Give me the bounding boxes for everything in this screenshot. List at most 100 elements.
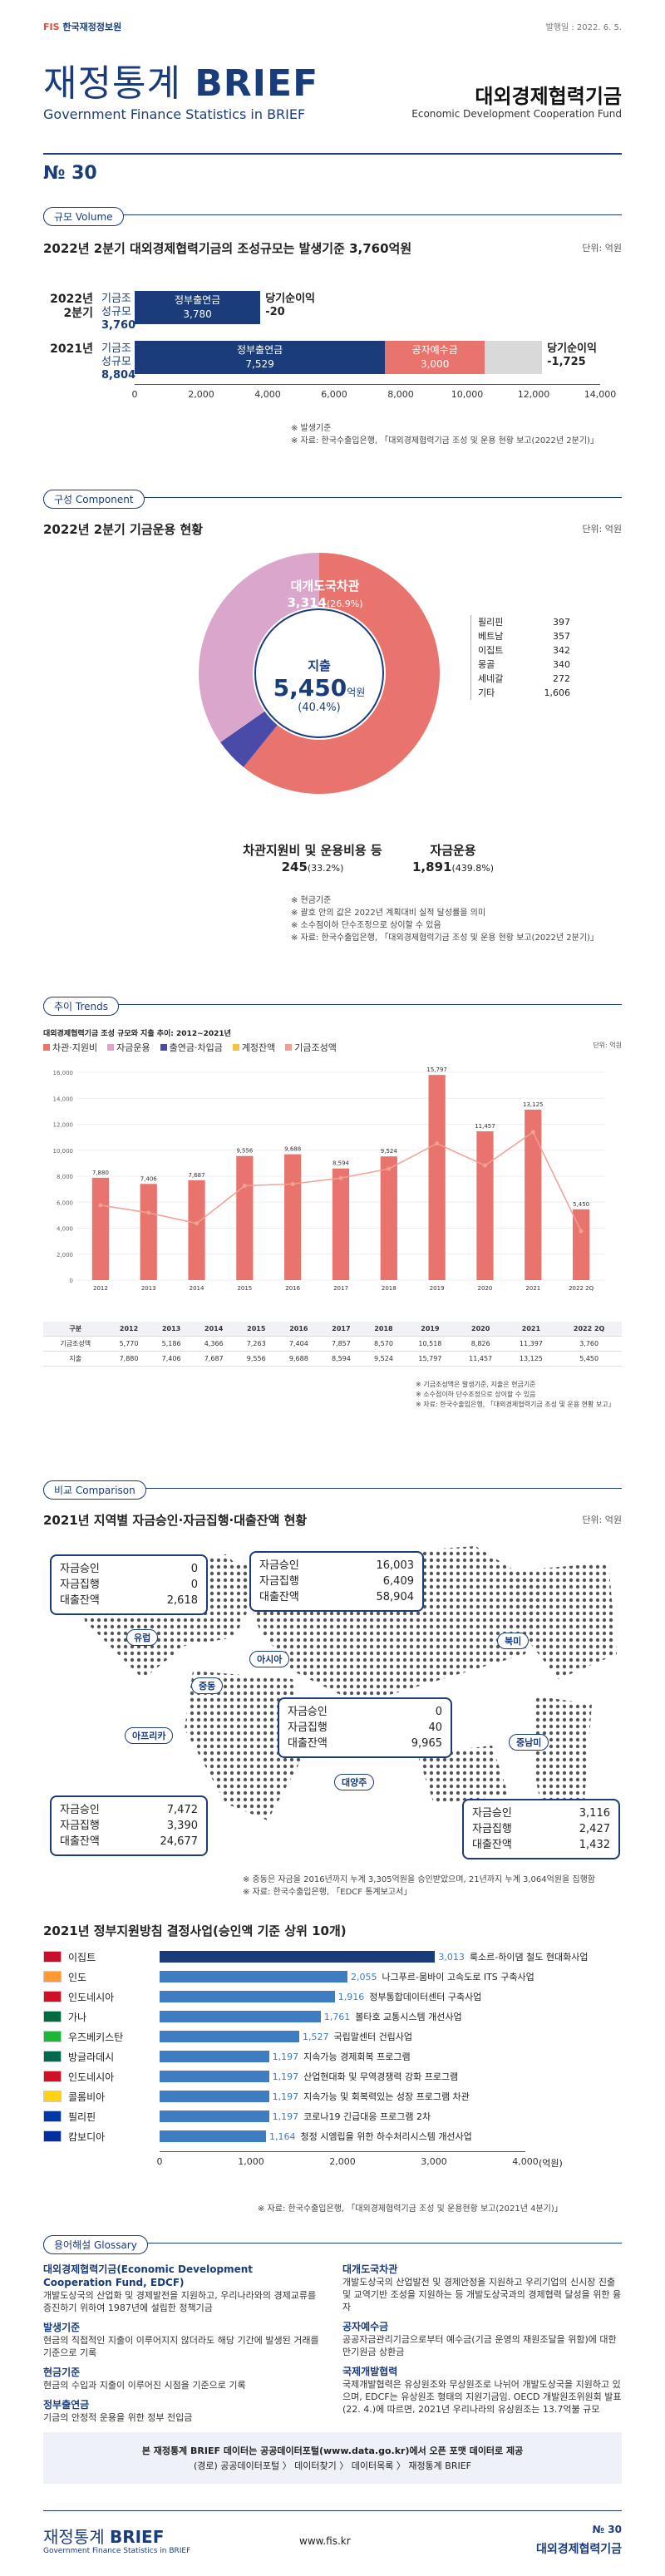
- net-label: 당기순이익: [547, 342, 597, 355]
- metric-name: 자금승인: [472, 1807, 512, 1820]
- donut-center-unit: 억원: [347, 687, 366, 698]
- axis-tick-label: 4,000: [512, 2156, 539, 2167]
- slice-value: 245: [281, 859, 308, 874]
- flag-icon: [43, 1971, 62, 1982]
- top10-project: 코로나19 긴급대응 프로그램 2차: [303, 2111, 431, 2122]
- region-box-middle-east: 자금승인 0 자금집행 40 대출잔액 9,965: [278, 1697, 452, 1758]
- segment-label: 정부출연금: [174, 294, 221, 306]
- note-top10: ※ 자료: 한국수출입은행, 「대외경제협력기금 조성 및 운용현황 보고(20…: [258, 2204, 563, 2214]
- breakdown-country: 몽골: [478, 659, 495, 670]
- metric-value: 24,677: [160, 1835, 199, 1848]
- trend-point: [387, 1166, 392, 1171]
- notice-line: (경로) 공공데이터포털 〉 데이터찾기 〉 데이터목록 〉 재정통계 BRIE…: [193, 2460, 472, 2471]
- bar-value-label: 9,524: [381, 1148, 398, 1155]
- flag-icon: [43, 2011, 62, 2022]
- unit-label: 단위: 억원: [593, 1042, 622, 1049]
- net-label: 당기순이익: [265, 293, 315, 305]
- section-title: 2021년 지역별 자금승인·자금집행·대출잔액 현황: [43, 1513, 308, 1528]
- table-header-cell: 2020: [455, 1322, 506, 1337]
- breakdown-value: 272: [553, 673, 570, 684]
- table-row: 기금조성액 5,770 5,186 4,366 7,263 7,404 7,857 8,570…: [43, 1336, 622, 1352]
- table-row: 지출 7,880 7,406 7,687 9,556 9,688 8,594 9,524 15,…: [43, 1351, 622, 1367]
- slice-value: 1,891: [412, 859, 452, 874]
- region-label-oceania: 대양주: [334, 1774, 375, 1790]
- metric-value: 1,432: [579, 1839, 610, 1851]
- table-header-cell: 2017: [319, 1322, 362, 1337]
- footer-url[interactable]: www.fis.kr: [299, 2535, 351, 2547]
- volume-bar-segment: 공자예수금 3,000: [385, 341, 485, 374]
- open-data-notice: 본 재정통계 BRIEF 데이터는 공공데이터포털(www.data.go.kr…: [43, 2432, 622, 2484]
- legend-swatch: [43, 1044, 50, 1051]
- legend-item: 출연금·차입금: [160, 1041, 223, 1054]
- breakdown-row: 몽골 340: [478, 658, 570, 672]
- axis-tick-label: 6,000: [321, 389, 347, 400]
- section-pill-comparison: 비교 Comparison: [43, 1480, 146, 1500]
- footer-brand: 재정통계 BRIEF: [43, 2527, 165, 2547]
- flag-icon: [43, 1951, 62, 1963]
- table-cell: 7,880: [107, 1351, 150, 1367]
- section-divider: [43, 1004, 622, 1005]
- breakdown-value: 357: [553, 631, 570, 642]
- bar-value-label: 9,556: [236, 1148, 254, 1155]
- region-label-north-america: 북미: [497, 1633, 530, 1649]
- table-cell: 7,406: [150, 1351, 193, 1367]
- legend-item: 기금조성액: [285, 1041, 337, 1054]
- metric-value: 16,003: [376, 1559, 415, 1572]
- table-cell: 5,450: [556, 1351, 622, 1367]
- publish-date: 발행일 : 2022. 6. 5.: [545, 23, 622, 32]
- table-header-cell: 구분: [43, 1322, 108, 1337]
- metric-value: 0: [190, 1579, 198, 1591]
- glossary-definition: 개발도상국의 산업화 및 경제발전을 지원하고, 우리나라와의 경제교류를 증진…: [43, 2290, 317, 2313]
- legend-swatch: [285, 1044, 293, 1051]
- donut-center: 지출 5,450억원 (40.4%): [254, 657, 384, 714]
- breakdown-row: 기타 1,606: [478, 686, 570, 700]
- trend-bar: [236, 1155, 254, 1280]
- region-label-middle-east: 중동: [191, 1677, 224, 1694]
- table-cell: 3,760: [556, 1336, 622, 1352]
- notes-component: ※ 현금기준 ※ 괄호 안의 값은 2022년 계획대비 실적 달성률을 의미 …: [291, 894, 598, 944]
- segment-label: 공자예수금: [411, 344, 458, 356]
- x-tick-label: 2019: [430, 1285, 445, 1292]
- metric-name: 자금승인: [259, 1559, 299, 1572]
- legend-swatch: [107, 1044, 115, 1051]
- country-name: 콜롬비아: [68, 2091, 106, 2103]
- trend-table: 구분 2012 2013 2014 2015 2016 2017 2018 2019 2020 20…: [43, 1322, 622, 1367]
- size-name: 기금조성규모: [101, 293, 131, 318]
- table-cell: 9,688: [277, 1351, 320, 1367]
- metric-value: 6,409: [382, 1575, 414, 1588]
- metric-name: 자금집행: [288, 1721, 328, 1734]
- table-cell: 8,594: [319, 1351, 362, 1367]
- table-header-cell: 2015: [234, 1322, 278, 1337]
- issue-number: № 30: [43, 163, 97, 184]
- top10-project: 지속가능 및 회복력있는 성장 프로그램 차관: [303, 2091, 470, 2102]
- glossary-term: 대외경제협력기금(Economic Development Cooperatio…: [43, 2263, 253, 2288]
- breakdown-value: 340: [553, 659, 570, 670]
- glossary-definition: 개발도상국의 산업발전 및 경제안정을 지원하고 우리기업의 신시장 진출 및 …: [342, 2277, 622, 2312]
- top10-value: 1,197: [272, 2091, 299, 2102]
- table-header-cell: 2016: [277, 1322, 320, 1337]
- metric-value: 0: [190, 1563, 198, 1575]
- glossary-term: 대개도국차관: [342, 2263, 398, 2275]
- metric-value: 40: [428, 1721, 442, 1734]
- top10-project: 청정 시엠립을 위한 하수처리시스템 개선사업: [300, 2131, 472, 2142]
- y-tick-label: 16,000: [53, 1070, 74, 1076]
- metric-name: 대출잔액: [259, 1591, 299, 1603]
- table-cell: 5,770: [107, 1336, 150, 1352]
- glossary-term: 공자예수금: [342, 2321, 389, 2332]
- volume-bar-segment: 정부출연금 3,780: [135, 291, 261, 324]
- slice-name: 대개도국차관: [290, 579, 360, 594]
- section-pill-glossary: 용어해설 Glossary: [43, 2235, 148, 2254]
- glossary-definition: 공공자금관리기금으로부터 예수금(기금 운영의 재원조달을 위함)에 대한 만기…: [342, 2334, 617, 2357]
- trend-bar: [380, 1156, 397, 1280]
- top10-bar: [160, 2111, 269, 2122]
- section-divider: [43, 497, 622, 498]
- section-divider: [43, 214, 622, 215]
- top10-value: 1,197: [272, 2071, 299, 2082]
- trend-bar: [332, 1168, 350, 1280]
- y-tick-label: 4,000: [57, 1226, 73, 1233]
- table-cell: 11,457: [455, 1351, 506, 1367]
- trend-point: [530, 1130, 535, 1135]
- volume-chart: 2022년 2분기 기금조성규모 3,760 정부출연금 3,780 당기순이익 -20 20…: [43, 291, 622, 407]
- trend-bar: [572, 1209, 590, 1280]
- header-divider: [43, 153, 622, 155]
